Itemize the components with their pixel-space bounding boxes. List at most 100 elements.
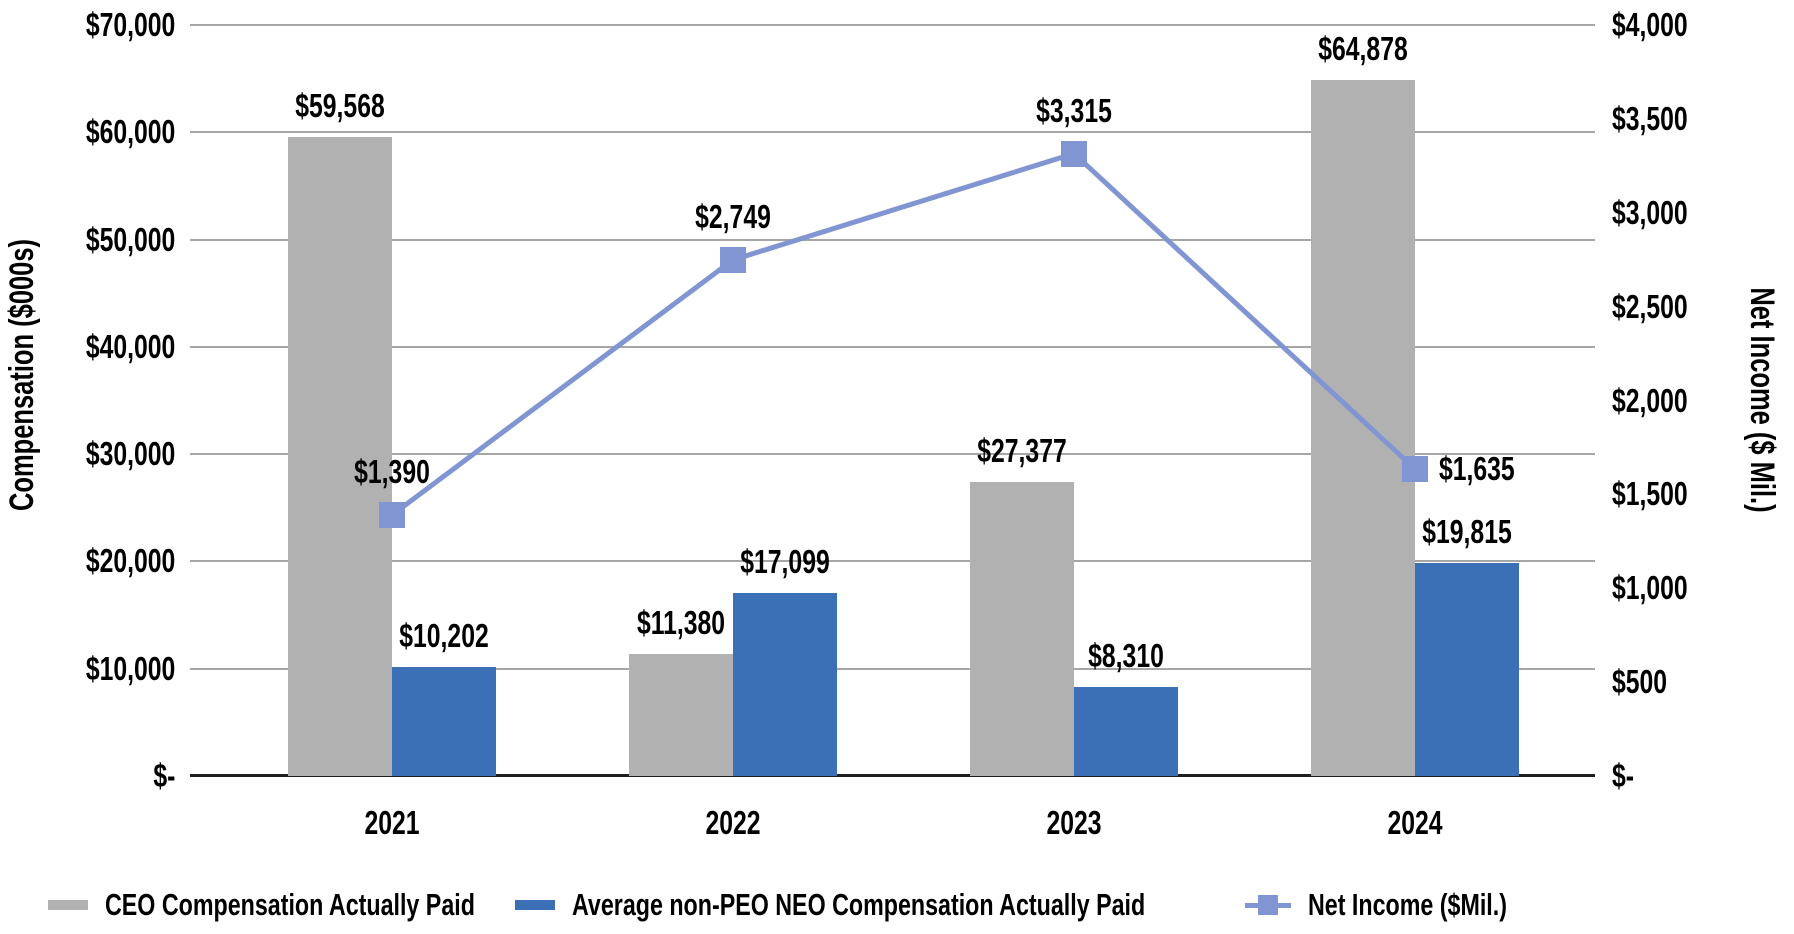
y-tick-right-label: $2,000 (1612, 381, 1688, 419)
line-point-label: $3,315 (1024, 92, 1125, 130)
y-tick-left-label: $70,000 (85, 6, 175, 43)
line-point-label: $2,749 (683, 198, 784, 236)
y-tick-right: $- (1612, 757, 1641, 795)
bar (392, 666, 496, 776)
bar (970, 482, 1074, 776)
legend-label: Net Income ($Mil.) (1308, 887, 1507, 922)
legend-square-marker (1258, 895, 1278, 915)
bar (629, 653, 733, 776)
net-income-line (390, 150, 1417, 518)
x-tick-label: 2022 (705, 804, 761, 841)
y-tick-right: $2,500 (1612, 288, 1713, 326)
bar-label-text: $27,377 (977, 432, 1067, 470)
left-axis-title: Compensation ($000s) (3, 238, 41, 512)
x-tick: 2022 (696, 804, 769, 842)
legend-item: Average non-PEO NEO Compensation Actuall… (515, 887, 1336, 923)
bar-label-text: $64,878 (1318, 29, 1408, 67)
y-tick-right-label: $3,500 (1612, 99, 1688, 137)
line-point-label-text: $1,390 (354, 453, 430, 491)
line-marker (720, 246, 746, 273)
legend-label: CEO Compensation Actually Paid (105, 887, 475, 922)
bar (1311, 79, 1415, 776)
x-tick-label: 2021 (364, 804, 420, 841)
bar-label-text: $8,310 (1088, 636, 1164, 674)
legend-bar-swatch (48, 900, 88, 910)
x-tick: 2021 (355, 804, 428, 842)
bar-label: $59,568 (280, 87, 399, 125)
y-tick-left: $40,000 (56, 328, 175, 366)
y-tick-right: $3,000 (1612, 194, 1713, 232)
bar-label: $11,380 (622, 604, 739, 642)
bar (733, 592, 837, 776)
x-axis-line (190, 774, 1595, 777)
bar-label: $10,202 (384, 617, 503, 655)
line-point-label-text: $2,749 (695, 197, 771, 235)
line-marker (379, 502, 405, 529)
bar-label-text: $19,815 (1422, 513, 1512, 551)
y-tick-right-label: $- (1612, 757, 1635, 794)
y-tick-left: $10,000 (56, 650, 175, 688)
x-tick: 2023 (1037, 804, 1110, 842)
legend-item: Net Income ($Mil.) (1245, 887, 1573, 923)
line-point-label: $1,390 (342, 453, 443, 491)
bar-label-text: $17,099 (740, 542, 830, 580)
gridline (190, 453, 1595, 456)
y-tick-left-label: $10,000 (85, 649, 175, 687)
y-tick-left-label: $50,000 (85, 220, 175, 258)
bar-label-text: $10,202 (399, 616, 489, 654)
gridline (190, 560, 1595, 563)
right-axis-title: Net Income ($ Mil.) (1743, 287, 1781, 513)
y-tick-left-label: $20,000 (85, 542, 175, 580)
legend-line-swatch (1245, 892, 1291, 918)
y-tick-right: $1,000 (1612, 569, 1713, 607)
line-marker (1402, 456, 1428, 483)
x-tick-label: 2024 (1387, 804, 1443, 841)
y-tick-right-label: $500 (1612, 663, 1668, 701)
bar-label-text: $11,380 (636, 603, 726, 641)
y-tick-left-label: $- (152, 757, 175, 794)
legend-item: CEO Compensation Actually Paid (48, 887, 598, 923)
y-tick-right-label: $2,500 (1612, 287, 1688, 325)
x-tick: 2024 (1378, 804, 1451, 842)
gridline (190, 238, 1595, 241)
line-point-label-text: $3,315 (1036, 91, 1112, 129)
line-marker (1061, 140, 1087, 167)
plot-area: $59,568 $11,380 $27,377 $64,878 $10,202 $17,0… (190, 24, 1595, 777)
bar-label: $8,310 (1076, 637, 1177, 675)
gridline (190, 131, 1595, 134)
y-tick-left: $60,000 (56, 113, 175, 151)
y-tick-left: $20,000 (56, 542, 175, 580)
gridline (190, 667, 1595, 670)
gridline (190, 345, 1595, 348)
bar-label: $19,815 (1407, 513, 1526, 551)
y-tick-left: $30,000 (56, 435, 175, 473)
bar-label-text: $59,568 (295, 86, 385, 124)
y-tick-right-label: $1,000 (1612, 569, 1688, 607)
y-tick-right: $4,000 (1612, 6, 1713, 44)
y-tick-left-label: $60,000 (85, 113, 175, 151)
y-tick-right: $3,500 (1612, 100, 1713, 138)
line-point-label-text: $1,635 (1439, 450, 1515, 488)
bar-label: $17,099 (725, 543, 844, 581)
y-tick-left: $70,000 (56, 6, 175, 44)
bar-label: $27,377 (962, 432, 1081, 470)
net-income-line-layer (390, 150, 1417, 518)
y-tick-left: $- (146, 757, 175, 795)
y-tick-right: $1,500 (1612, 475, 1713, 513)
bar (288, 136, 392, 776)
y-tick-right-label: $3,000 (1612, 193, 1688, 231)
gridline (190, 24, 1595, 26)
y-tick-left-label: $40,000 (85, 327, 175, 365)
y-tick-right: $2,000 (1612, 382, 1713, 420)
bar (1074, 686, 1178, 776)
legend-label: Average non-PEO NEO Compensation Actuall… (572, 887, 1146, 922)
bar (1415, 563, 1519, 776)
y-tick-left-label: $30,000 (85, 435, 175, 473)
y-tick-right-label: $1,500 (1612, 475, 1688, 513)
y-tick-left: $50,000 (56, 221, 175, 259)
y-tick-right: $500 (1612, 663, 1685, 701)
y-tick-right-label: $4,000 (1612, 6, 1688, 43)
legend-bar-swatch (515, 900, 555, 910)
x-tick-label: 2023 (1046, 804, 1102, 841)
